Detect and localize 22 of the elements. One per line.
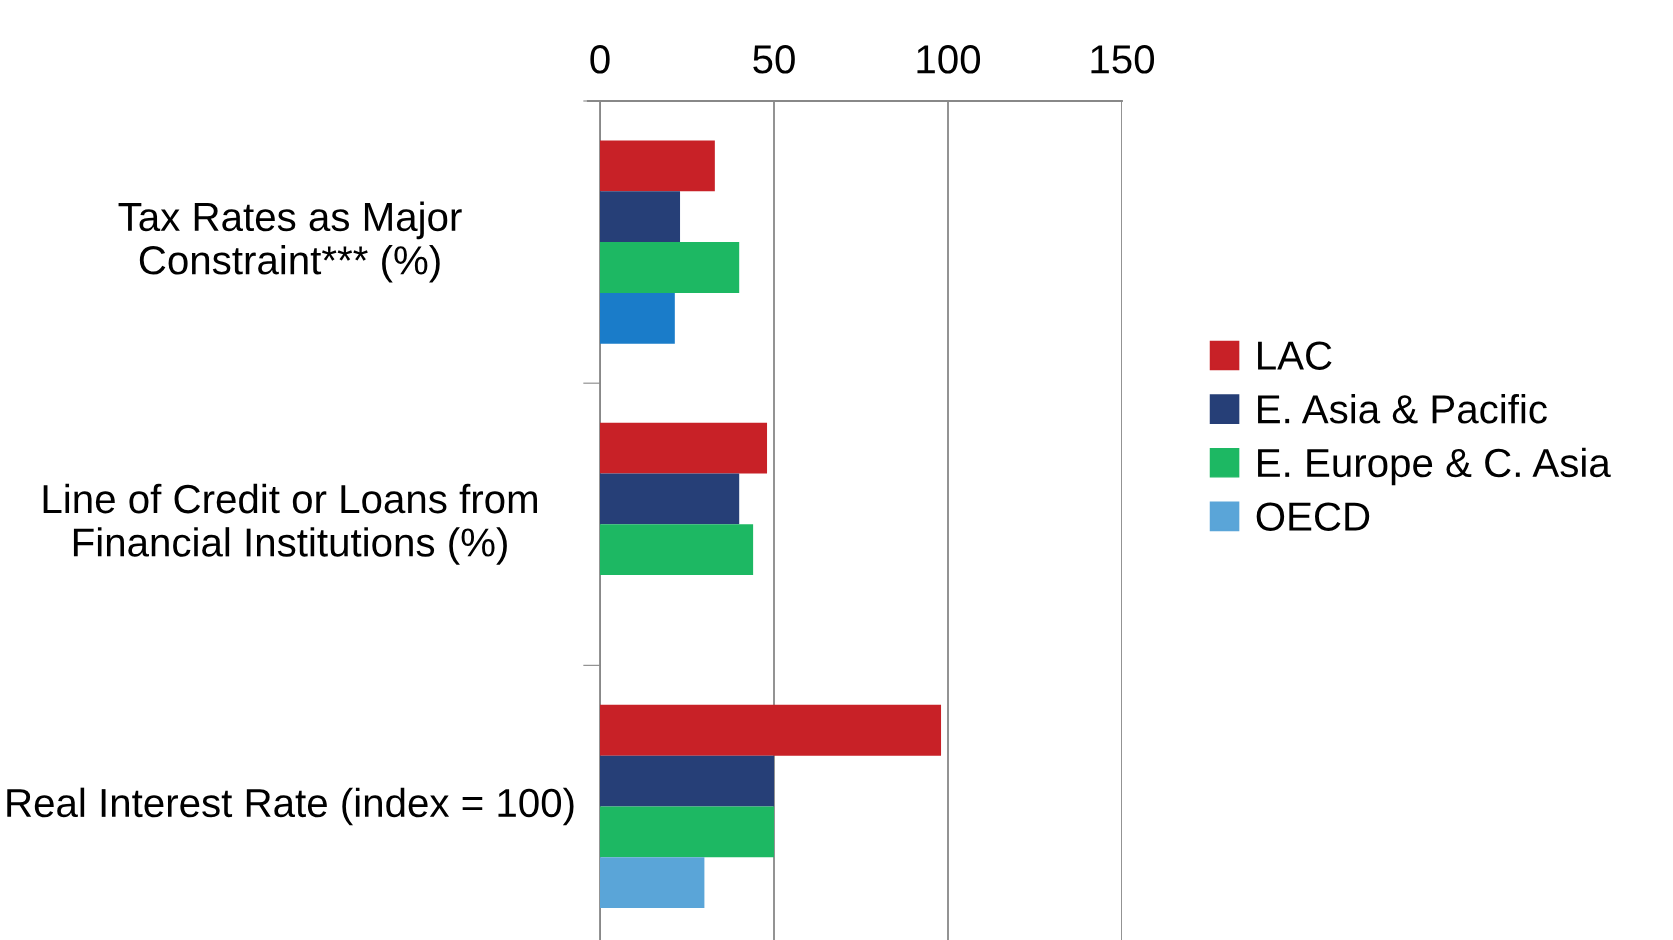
- bar: [600, 524, 754, 576]
- y-tick-label: Tax Rates as Major Constraint*** (%): [118, 201, 462, 283]
- bar: [600, 857, 705, 909]
- bar: [600, 704, 942, 756]
- x-tick-label: 150: [1091, 45, 1155, 74]
- bar: [600, 422, 768, 474]
- x-tick-label: 100: [917, 45, 981, 74]
- y-tick-label: Line of Credit or Loans from Financial Institutions (%): [43, 483, 537, 565]
- bar: [600, 755, 774, 807]
- legend-label: OECD: [1256, 502, 1370, 531]
- x-tick-label: 0: [590, 45, 610, 74]
- legend-label: LAC: [1258, 341, 1332, 370]
- legend-label: E. Europe & C. Asia: [1258, 447, 1611, 486]
- legend-label: E. Asia & Pacific: [1258, 394, 1547, 424]
- bar: [600, 292, 675, 344]
- x-tick-label: 50: [753, 45, 795, 74]
- bar: [600, 140, 715, 192]
- bar: [600, 473, 740, 525]
- bar: [600, 191, 681, 243]
- bar: [600, 242, 740, 293]
- y-tick-label: Real Interest Rate (index = 100): [7, 787, 574, 826]
- bar: [600, 806, 774, 858]
